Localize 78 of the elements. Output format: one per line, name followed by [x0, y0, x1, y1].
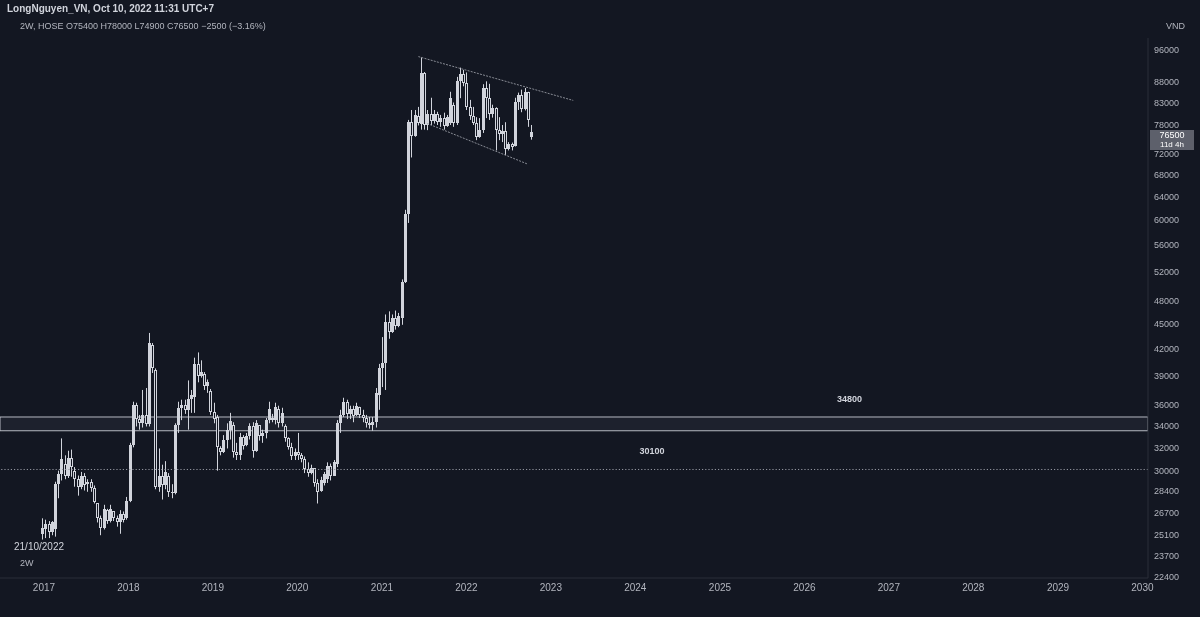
y-tick-label: 96000 — [1154, 45, 1180, 56]
candlestick — [469, 99, 472, 121]
y-tick-label: 25100 — [1154, 530, 1180, 541]
candlestick — [290, 442, 293, 461]
candlestick — [116, 515, 119, 528]
y-tick-label: 60000 — [1154, 215, 1180, 226]
candlestick — [119, 509, 122, 535]
x-tick-label: 2017 — [32, 582, 56, 594]
x-tick-label: 2030 — [1131, 582, 1155, 594]
x-tick-label: 2024 — [624, 582, 647, 594]
x-tick-label: 2020 — [286, 582, 309, 594]
chart-subtitle: 2W, HOSE O75400 H78000 L74900 C76500 −2500 (−3.16%) — [20, 21, 266, 32]
x-tick-label: 2025 — [708, 582, 732, 594]
candlestick — [239, 432, 242, 461]
y-tick-label: 78000 — [1154, 120, 1180, 131]
y-tick-label: 83000 — [1154, 97, 1180, 108]
candlestick — [277, 405, 280, 429]
candlestick — [44, 519, 47, 539]
y-tick-label: 23700 — [1154, 551, 1180, 562]
candlestick — [391, 313, 394, 334]
candlestick — [125, 496, 128, 521]
x-tick-label: 2029 — [1046, 582, 1070, 594]
x-tick-label: 2027 — [877, 582, 901, 594]
y-tick-label: 30000 — [1154, 465, 1180, 476]
y-tick-label: 45000 — [1154, 319, 1180, 330]
candlestick — [274, 402, 277, 425]
y-tick-label: 52000 — [1154, 266, 1180, 277]
band-label: 34800 — [837, 393, 863, 404]
y-axis-title: VND — [1166, 21, 1186, 32]
x-tick-label: 2022 — [455, 582, 478, 594]
y-tick-label: 72000 — [1154, 149, 1180, 160]
candlestick — [329, 463, 332, 481]
candlestick — [414, 109, 417, 138]
y-tick-label: 39000 — [1154, 370, 1180, 381]
text: 11d 4h — [1159, 140, 1185, 149]
candlestick — [478, 117, 481, 139]
candlestick — [70, 449, 73, 478]
x-tick-label: 2021 — [370, 582, 394, 594]
candlestick — [365, 414, 368, 429]
x-tick-label: 2018 — [117, 582, 140, 594]
annotation: 2W — [20, 557, 34, 569]
candlestick — [67, 450, 70, 479]
x-tick-label: 2026 — [793, 582, 816, 594]
candlestick — [216, 414, 219, 472]
y-tick-label: 56000 — [1154, 240, 1180, 251]
candlestick — [362, 409, 365, 423]
ref-line-label: 30100 — [639, 446, 665, 457]
y-tick-label: 22400 — [1154, 571, 1180, 582]
y-tick-label: 26700 — [1154, 508, 1180, 519]
candlestick — [184, 399, 187, 415]
candlestick — [103, 504, 106, 530]
annotation: 21/10/2022 — [14, 541, 65, 553]
y-tick-label: 36000 — [1154, 399, 1180, 410]
x-tick-label: 2019 — [201, 582, 225, 594]
candlestick — [284, 423, 287, 443]
y-tick-label: 34000 — [1154, 420, 1180, 431]
y-tick-label: 28400 — [1154, 485, 1180, 496]
candlestick — [303, 456, 306, 474]
candlestick — [77, 475, 80, 497]
x-tick-label: 2023 — [539, 582, 563, 594]
candlestick — [475, 116, 478, 141]
candlestick — [41, 517, 44, 541]
x-tick-label: 2028 — [962, 582, 985, 594]
candlestick — [495, 108, 498, 151]
candlestick — [187, 379, 190, 431]
chart-title: LongNguyen_VN, Oct 10, 2022 11:31 UTC+7 — [7, 3, 215, 15]
candlestick — [161, 464, 164, 501]
y-tick-label: 68000 — [1154, 169, 1180, 180]
candlestick — [141, 389, 144, 429]
candlestick — [164, 460, 167, 490]
y-tick-label: 64000 — [1154, 191, 1180, 202]
y-tick-label: 32000 — [1154, 442, 1180, 453]
candlestick — [465, 71, 468, 111]
candlestick — [64, 454, 67, 480]
text: 76500 — [1158, 130, 1186, 140]
y-tick-label: 48000 — [1154, 295, 1180, 306]
y-tick-label: 42000 — [1154, 344, 1180, 355]
y-tick-label: 88000 — [1154, 76, 1180, 87]
